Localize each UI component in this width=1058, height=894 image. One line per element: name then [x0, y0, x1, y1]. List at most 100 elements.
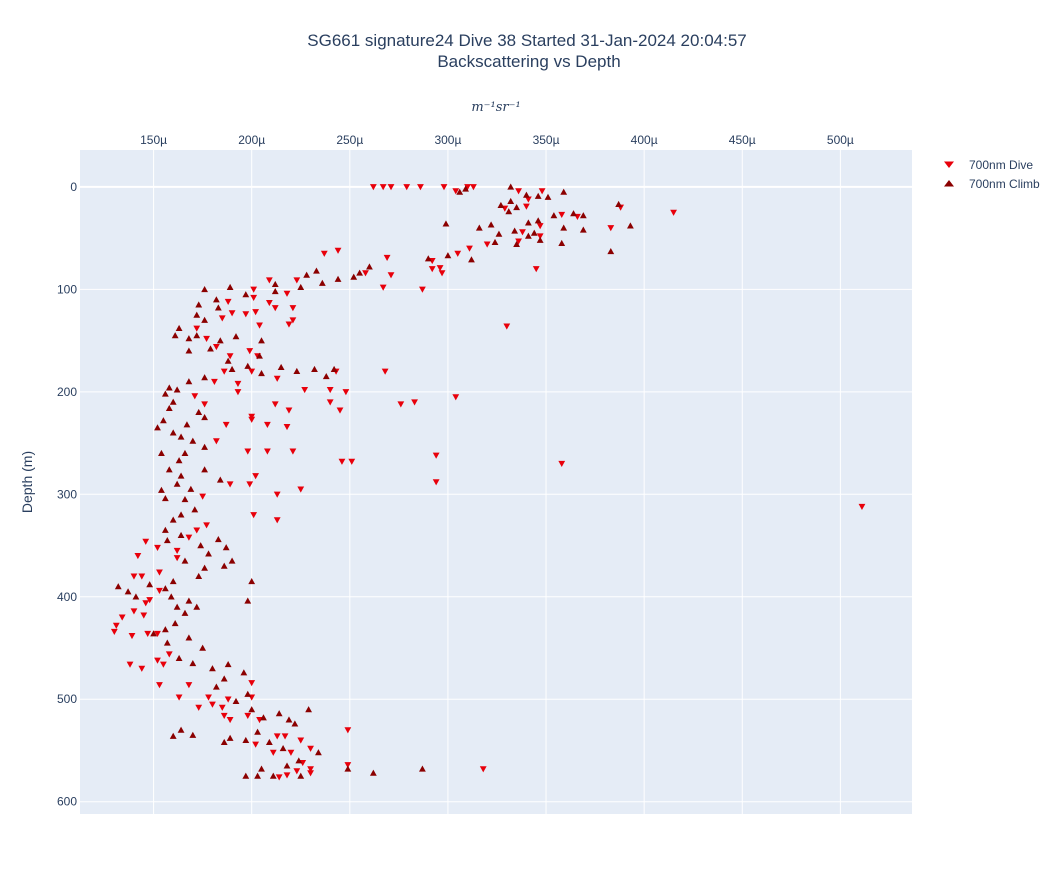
climb-marker[interactable]: [177, 472, 185, 479]
climb-marker[interactable]: [216, 476, 224, 483]
climb-marker[interactable]: [185, 335, 193, 342]
climb-marker[interactable]: [424, 255, 432, 262]
climb-marker[interactable]: [534, 217, 542, 224]
climb-marker[interactable]: [201, 466, 209, 473]
dive-marker[interactable]: [199, 493, 207, 500]
dive-marker[interactable]: [248, 413, 256, 420]
climb-marker[interactable]: [177, 433, 185, 440]
dive-marker[interactable]: [558, 211, 566, 218]
dive-marker[interactable]: [503, 323, 511, 330]
climb-marker[interactable]: [171, 620, 179, 627]
dive-marker[interactable]: [466, 245, 473, 252]
dive-marker[interactable]: [428, 266, 436, 273]
dive-marker[interactable]: [293, 277, 301, 284]
climb-marker[interactable]: [167, 593, 175, 600]
dive-marker[interactable]: [438, 270, 446, 277]
climb-marker[interactable]: [199, 644, 207, 651]
dive-marker[interactable]: [523, 203, 530, 210]
climb-marker[interactable]: [169, 516, 177, 523]
climb-marker[interactable]: [419, 765, 426, 772]
climb-marker[interactable]: [468, 256, 475, 263]
dive-marker[interactable]: [191, 393, 199, 400]
climb-marker[interactable]: [330, 365, 338, 373]
dive-marker[interactable]: [275, 774, 283, 781]
climb-marker[interactable]: [165, 466, 173, 473]
dive-marker[interactable]: [173, 547, 181, 555]
climb-marker[interactable]: [303, 271, 311, 278]
climb-marker[interactable]: [244, 362, 252, 369]
climb-marker[interactable]: [195, 301, 203, 308]
climb-marker[interactable]: [254, 772, 261, 779]
climb-marker[interactable]: [334, 275, 342, 282]
climb-marker[interactable]: [189, 731, 197, 738]
climb-marker[interactable]: [224, 660, 232, 668]
climb-marker[interactable]: [124, 588, 132, 595]
dive-marker[interactable]: [185, 682, 193, 689]
dive-marker[interactable]: [271, 305, 279, 312]
climb-marker[interactable]: [222, 544, 230, 551]
dive-marker[interactable]: [146, 597, 154, 604]
dive-marker[interactable]: [126, 661, 134, 668]
dive-marker[interactable]: [156, 587, 163, 595]
dive-marker[interactable]: [285, 321, 293, 328]
dive-marker[interactable]: [403, 184, 411, 191]
climb-marker[interactable]: [344, 765, 352, 772]
climb-marker[interactable]: [232, 333, 240, 340]
dive-marker[interactable]: [226, 481, 234, 488]
climb-marker[interactable]: [283, 762, 291, 769]
dive-marker[interactable]: [209, 701, 216, 708]
dive-marker[interactable]: [248, 368, 256, 375]
dive-marker[interactable]: [289, 317, 297, 324]
dive-marker[interactable]: [387, 184, 395, 191]
climb-marker[interactable]: [207, 345, 214, 352]
dive-marker[interactable]: [293, 768, 301, 775]
climb-marker[interactable]: [158, 449, 165, 457]
climb-marker[interactable]: [369, 769, 377, 776]
climb-marker[interactable]: [297, 772, 305, 779]
dive-marker[interactable]: [201, 401, 209, 408]
dive-marker[interactable]: [858, 503, 866, 510]
dive-marker[interactable]: [110, 628, 118, 636]
climb-marker[interactable]: [560, 224, 568, 231]
dive-marker[interactable]: [144, 630, 152, 638]
dive-marker[interactable]: [159, 661, 167, 668]
climb-marker[interactable]: [165, 384, 173, 391]
dive-marker[interactable]: [379, 184, 387, 191]
climb-marker[interactable]: [242, 772, 250, 779]
dive-marker[interactable]: [538, 188, 546, 195]
climb-marker[interactable]: [161, 494, 169, 502]
climb-marker[interactable]: [185, 378, 193, 385]
climb-marker[interactable]: [442, 220, 450, 227]
dive-marker[interactable]: [338, 458, 346, 465]
climb-marker[interactable]: [523, 191, 530, 198]
dive-marker[interactable]: [244, 712, 252, 720]
dive-marker[interactable]: [419, 286, 426, 293]
dive-marker[interactable]: [273, 733, 281, 740]
dive-marker[interactable]: [532, 266, 540, 273]
climb-marker[interactable]: [193, 603, 201, 610]
dive-marker[interactable]: [212, 438, 220, 445]
dive-marker[interactable]: [195, 704, 203, 711]
climb-marker[interactable]: [511, 227, 519, 234]
climb-marker[interactable]: [185, 597, 193, 604]
dive-marker[interactable]: [226, 717, 234, 724]
climb-marker[interactable]: [524, 232, 532, 239]
climb-marker[interactable]: [154, 424, 161, 431]
climb-marker[interactable]: [487, 221, 495, 228]
climb-marker[interactable]: [181, 449, 189, 457]
climb-marker[interactable]: [132, 593, 140, 600]
dive-marker[interactable]: [138, 665, 146, 672]
dive-marker[interactable]: [273, 375, 281, 382]
dive-marker[interactable]: [156, 682, 163, 689]
climb-marker[interactable]: [242, 736, 250, 743]
climb-marker[interactable]: [181, 609, 189, 616]
climb-marker[interactable]: [293, 367, 301, 375]
climb-marker[interactable]: [158, 486, 165, 493]
dive-marker[interactable]: [452, 394, 460, 401]
dive-marker[interactable]: [387, 272, 395, 279]
dive-marker[interactable]: [670, 209, 677, 216]
dive-marker[interactable]: [224, 298, 232, 306]
climb-marker[interactable]: [507, 197, 515, 204]
dive-marker[interactable]: [342, 389, 350, 396]
climb-marker[interactable]: [232, 697, 240, 705]
